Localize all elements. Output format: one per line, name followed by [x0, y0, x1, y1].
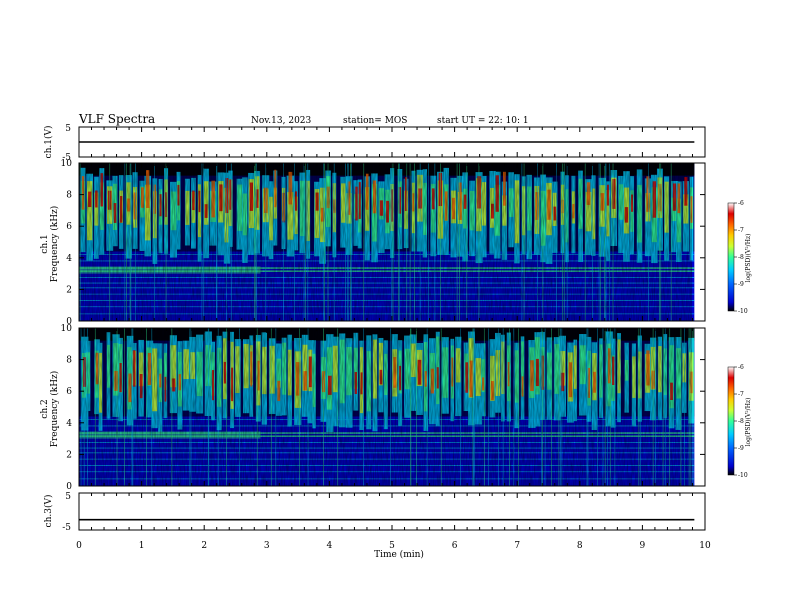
ch3-ytick-bottom: -5	[62, 523, 71, 533]
freq-tick-label: 4	[66, 254, 72, 264]
ch1-channel-label: ch.1	[40, 234, 50, 253]
ch3-voltage-panel: 5 -5 ch.3(V)	[43, 492, 706, 533]
time-tick-label: 9	[640, 541, 646, 551]
time-tick-label: 3	[264, 541, 270, 551]
ch2-freq-ticks: 0 2 4 6 8 10	[61, 324, 705, 492]
freq-tick-label: 6	[66, 222, 72, 232]
ch1-spectrogram-panel: 0 2 4 6 8 10 ch.1 Frequency (kHz)	[40, 159, 706, 327]
colorbar-tick-label: -6	[738, 364, 744, 371]
time-tick-label: 4	[327, 541, 333, 551]
freq-tick-label: 8	[66, 356, 72, 366]
colorbar-tick-label: -9	[738, 445, 744, 452]
freq-tick-label: 6	[66, 387, 72, 397]
figure-title: VLF Spectra	[78, 112, 155, 126]
freq-tick-label: 0	[66, 482, 72, 492]
colorbar-tick-label: -7	[738, 391, 744, 398]
time-tick-label: 1	[139, 541, 145, 551]
freq-tick-label: 0	[66, 317, 72, 327]
freq-tick-label: 2	[66, 450, 72, 460]
start-time-label: start UT = 22: 10: 1	[437, 116, 529, 126]
time-axis: 0 1 2 3 4 5 6 7 8 9 10	[76, 127, 711, 551]
freq-tick-label: 10	[61, 159, 73, 169]
colorbar-tick-label: -8	[738, 254, 744, 261]
ch1-freq-ticks: 0 2 4 6 8 10	[61, 159, 705, 327]
ch2-channel-label: ch.2	[40, 399, 50, 418]
ch1-voltage-panel: 5 -5 ch.1(V)	[43, 124, 706, 163]
ch1-colorbar: -6 -7 -8 -9 -10 log(PSD)(V²/Hz)	[727, 200, 752, 315]
ch1-colorbar-gradient	[727, 202, 735, 312]
time-tick-label: 8	[577, 541, 583, 551]
ch1-ytick-top: 5	[65, 124, 71, 134]
ch3-voltage-frame	[78, 492, 706, 531]
freq-tick-label: 4	[66, 419, 72, 429]
ch1-spectrogram-texture	[79, 163, 692, 321]
ch3-ytick-top: 5	[65, 492, 71, 502]
ch1-colorbar-label: log(PSD)(V²/Hz)	[745, 234, 752, 283]
time-tick-label: 6	[452, 541, 458, 551]
freq-tick-label: 10	[61, 324, 73, 334]
station-label: station= MOS	[343, 116, 407, 126]
date-label: Nov.13, 2023	[251, 116, 312, 126]
ch2-freq-ylabel: Frequency (kHz)	[49, 371, 60, 448]
ch2-colorbar: -6 -7 -8 -9 -10 log(PSD)(V²/Hz)	[727, 364, 752, 479]
time-tick-label: 10	[699, 541, 711, 551]
freq-tick-label: 8	[66, 191, 72, 201]
ch1-ytick-bottom: -5	[62, 153, 71, 163]
time-tick-label: 5	[389, 541, 395, 551]
time-tick-label: 0	[76, 541, 82, 551]
ch3-voltage-ylabel: ch.3(V)	[43, 495, 54, 528]
ch2-colorbar-label: log(PSD)(V²/Hz)	[745, 398, 752, 447]
colorbar-tick-label: -6	[738, 200, 744, 207]
colorbar-tick-label: -10	[738, 308, 748, 315]
ch2-spectrogram-texture	[79, 328, 692, 486]
ch1-voltage-ylabel: ch.1(V)	[43, 126, 54, 159]
ch2-colorbar-gradient	[727, 366, 735, 476]
time-axis-label: Time (min)	[374, 549, 424, 560]
colorbar-tick-label: -7	[738, 227, 744, 234]
time-tick-label: 2	[201, 541, 207, 551]
ch2-colorbar-ticks: -6 -7 -8 -9 -10	[734, 364, 748, 479]
colorbar-tick-label: -9	[738, 281, 744, 288]
ch1-freq-ylabel: Frequency (kHz)	[49, 206, 60, 283]
colorbar-tick-label: -10	[738, 472, 748, 479]
ch2-spectrogram-panel: 0 2 4 6 8 10 ch.2 Frequency (kHz)	[40, 324, 706, 492]
freq-tick-label: 2	[66, 285, 72, 295]
ch1-colorbar-ticks: -6 -7 -8 -9 -10	[734, 200, 748, 315]
time-tick-label: 7	[514, 541, 520, 551]
colorbar-tick-label: -8	[738, 418, 744, 425]
